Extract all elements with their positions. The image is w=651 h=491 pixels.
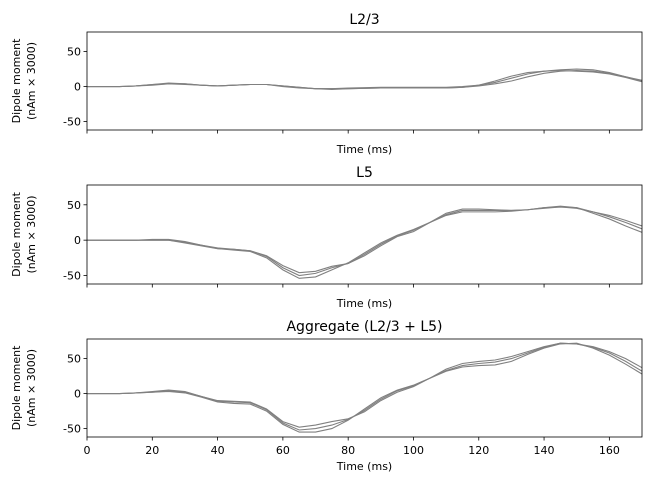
x-tick-label: 120 [468,444,489,457]
x-tick-label: 40 [211,444,225,457]
y-axis-label-line-2: (nAm × 3000) [25,42,38,120]
x-tick-label: 20 [145,444,159,457]
series-group [87,342,642,433]
plot-frame [86,338,643,438]
y-tick-label: 0 [74,81,81,94]
series-line-3 [87,69,642,90]
x-axis-label: Time (ms) [336,460,392,473]
x-tick-label: 0 [84,444,91,457]
chart-panel-1: -50 0 50 L2/3 Time (ms) Dipole moment (nAm × 3… [10,12,643,156]
x-tick-label: 140 [534,444,555,457]
y-axis-label-line-2: (nAm × 3000) [25,349,38,427]
x-tick-label: 160 [599,444,620,457]
y-tick-label: 50 [67,46,81,59]
plot-frame [86,31,643,131]
y-axis-label-line-1: Dipole moment [10,345,23,430]
chart-title: L5 [356,165,373,181]
series-line-2 [87,69,642,90]
y-axis-label-line-1: Dipole moment [10,38,23,123]
x-tick-label: 80 [341,444,355,457]
y-tick-label: -50 [63,116,81,129]
y-tick-label: 0 [74,388,81,401]
y-axis-label-line-1: Dipole moment [10,191,23,276]
chart-panel-2: -50 0 50 L5 Time (ms) Dipole moment (nAm × 300… [10,165,643,310]
series-line-2 [87,342,642,433]
series-line-3 [87,206,642,277]
y-tick-label: -50 [63,270,81,283]
x-tick-label: 100 [403,444,424,457]
chart-title: L2/3 [349,12,379,28]
x-axis-label: Time (ms) [336,143,392,156]
y-tick-label: 0 [74,234,81,247]
plot-frame [86,184,643,285]
x-axis-label: Time (ms) [336,297,392,310]
series-group [87,205,642,279]
y-tick-label: -50 [63,423,81,436]
y-tick-label: 50 [67,199,81,212]
y-tick-label: 50 [67,353,81,366]
y-axis-label-line-2: (nAm × 3000) [25,196,38,274]
x-tick-label: 60 [276,444,290,457]
series-line-2 [87,205,642,279]
series-line-3 [87,342,642,431]
chart-title: Aggregate (L2/3 + L5) [286,319,442,335]
series-line-1 [87,342,642,428]
series-line-1 [87,68,642,90]
series-group [87,68,642,90]
